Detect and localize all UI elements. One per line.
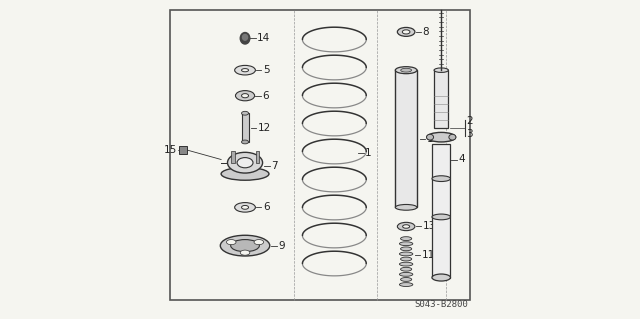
Ellipse shape [397, 27, 415, 36]
Ellipse shape [241, 140, 248, 144]
Text: 14: 14 [257, 33, 271, 43]
Bar [434, 70, 449, 128]
Ellipse shape [241, 111, 248, 115]
Ellipse shape [396, 67, 417, 74]
Ellipse shape [432, 274, 451, 281]
Text: S043-B2800: S043-B2800 [415, 300, 468, 309]
Text: 15: 15 [164, 145, 177, 155]
Text: 9: 9 [278, 241, 285, 251]
Ellipse shape [401, 257, 412, 261]
Ellipse shape [240, 33, 250, 44]
Ellipse shape [403, 30, 410, 34]
Ellipse shape [241, 205, 248, 209]
Bar [179, 146, 187, 154]
Ellipse shape [220, 235, 269, 256]
Ellipse shape [235, 203, 255, 212]
Text: 6: 6 [263, 202, 269, 212]
Ellipse shape [397, 222, 415, 231]
Ellipse shape [254, 240, 264, 245]
Ellipse shape [240, 250, 250, 255]
Text: 2: 2 [466, 116, 473, 126]
Ellipse shape [241, 94, 248, 98]
Ellipse shape [227, 152, 262, 173]
Ellipse shape [399, 283, 413, 286]
Ellipse shape [434, 68, 449, 72]
Text: 4: 4 [458, 154, 465, 165]
Ellipse shape [221, 167, 269, 180]
Ellipse shape [401, 237, 412, 241]
Text: 8: 8 [422, 27, 429, 37]
Ellipse shape [243, 34, 248, 40]
Ellipse shape [396, 204, 417, 210]
Text: 5: 5 [263, 65, 269, 75]
Ellipse shape [236, 91, 255, 101]
Ellipse shape [427, 132, 456, 142]
Bar [396, 70, 417, 207]
Bar [241, 113, 248, 142]
Ellipse shape [401, 278, 412, 281]
Ellipse shape [399, 272, 413, 276]
Text: 13: 13 [422, 221, 436, 232]
Ellipse shape [401, 68, 412, 72]
Ellipse shape [235, 65, 255, 75]
Bar [432, 144, 451, 278]
Text: 12: 12 [258, 122, 271, 133]
Bar [255, 151, 259, 163]
Text: 6: 6 [262, 91, 269, 101]
Ellipse shape [399, 242, 413, 246]
Ellipse shape [403, 225, 410, 228]
Ellipse shape [399, 252, 413, 256]
Text: 11: 11 [422, 250, 435, 260]
Ellipse shape [401, 267, 412, 271]
Text: 7: 7 [271, 161, 278, 171]
Ellipse shape [227, 240, 236, 245]
Ellipse shape [237, 158, 253, 168]
Bar [231, 151, 234, 163]
Ellipse shape [432, 176, 451, 182]
Ellipse shape [432, 214, 451, 220]
Text: 3: 3 [466, 129, 473, 139]
Text: 1: 1 [365, 148, 372, 158]
Text: 10: 10 [426, 134, 440, 144]
Ellipse shape [426, 134, 433, 140]
Ellipse shape [230, 240, 259, 252]
Ellipse shape [399, 262, 413, 266]
Ellipse shape [241, 69, 248, 72]
Ellipse shape [401, 247, 412, 251]
Ellipse shape [449, 134, 456, 140]
